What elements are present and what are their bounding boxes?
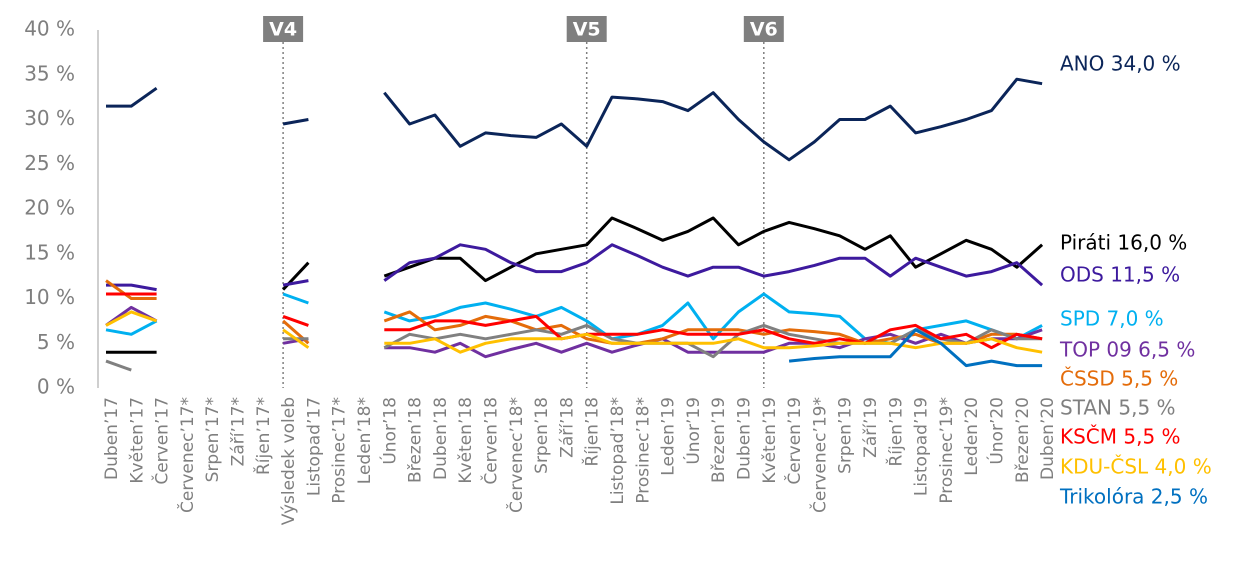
y-tick-label: 5 % [37,330,75,354]
legend-label: Piráti 16,0 % [1060,231,1187,255]
annotation-box [263,16,304,42]
x-tick-label: Srpen’17* [203,397,223,482]
annotation-box [566,16,607,42]
x-tick-label: Srpen’19 [836,397,856,474]
y-tick-label: 25 % [24,151,75,175]
legend-label: KDU-ČSL 4,0 % [1060,455,1212,479]
x-tick-label: Leden’20 [962,397,982,476]
x-tick-label: Květen’17 [127,397,147,484]
annotation-label: V5 [573,19,601,41]
x-tick-label: Listopad’17 [304,397,324,496]
legend-label: ČSSD 5,5 % [1060,367,1178,391]
x-tick-label: Září’17* [229,397,249,466]
series-line [105,310,1043,354]
annotation-box [743,16,784,42]
annotation-label: V4 [269,19,297,41]
x-tick-label: Duben’18 [431,397,451,480]
x-tick-label: Výsledek voleb [279,397,299,525]
x-tick-label: Srpen’18 [532,397,552,474]
series-line [106,292,1043,350]
x-tick-label: Březen’18 [406,397,426,483]
x-tick-label: Září’19 [861,397,881,458]
x-tick-label: Červen’18 [480,397,502,485]
x-tick-label: Únor’18 [378,397,400,465]
x-tick-label: Říjen’17* [252,397,274,475]
x-tick-label: Duben’19 [735,397,755,480]
x-tick-label: Září’18 [557,397,577,458]
legend-label: STAN 5,5 % [1060,396,1176,420]
x-tick-label: Říjen’18 [581,397,603,467]
x-tick-label: Květen’18 [456,397,476,484]
x-tick-label: Červen’19 [783,397,805,485]
x-tick-label: Prosinec’19* [937,397,957,504]
x-tick-label: Červenec’19* [808,397,830,513]
y-tick-label: 15 % [24,240,75,264]
legend-label: TOP 09 6,5 % [1059,338,1195,362]
x-tick-label: Prosinec’17* [330,397,350,504]
x-tick-label: Listopad’18* [608,397,628,505]
legend-label: ODS 11,5 % [1060,263,1180,287]
x-tick-label: Listopad’19 [912,397,932,496]
y-tick-label: 20 % [24,196,75,220]
series-line [105,292,1043,345]
x-tick-label: Červen’17 [151,397,173,485]
x-tick-label: Říjen’19 [884,397,906,467]
x-tick-label: Duben’17 [102,397,122,480]
legend-label: KSČM 5,5 % [1060,425,1181,449]
x-tick-label: Únor’19 [682,397,704,465]
y-tick-label: 40 % [24,17,75,41]
legend-label: ANO 34,0 % [1060,52,1181,76]
x-tick-label: Březen’20 [1013,397,1033,483]
y-tick-label: 10 % [24,285,75,309]
legend-label: Trikolóra 2,5 % [1059,485,1208,509]
x-tick-label: Květen’19 [760,397,780,484]
x-tick-label: Červenec’17* [176,397,198,513]
x-tick-label: Březen’19 [709,397,729,483]
series-line [788,328,1043,368]
series-line [106,77,1043,162]
y-tick-label: 30 % [24,106,75,130]
legend-label: SPD 7,0 % [1060,307,1164,331]
x-tick-label: Červenec’18* [505,397,527,513]
x-tick-label: Leden’19 [659,397,679,476]
series-line [105,279,1043,345]
x-tick-label: Leden’18* [355,397,375,484]
x-tick-label: Únor’20 [986,397,1008,465]
x-tick-label: Prosinec’18* [633,397,653,504]
annotation-label: V6 [750,19,778,41]
y-tick-label: 0 % [37,375,75,399]
x-tick-label: Duben’20 [1038,397,1058,480]
y-tick-label: 35 % [24,61,75,85]
